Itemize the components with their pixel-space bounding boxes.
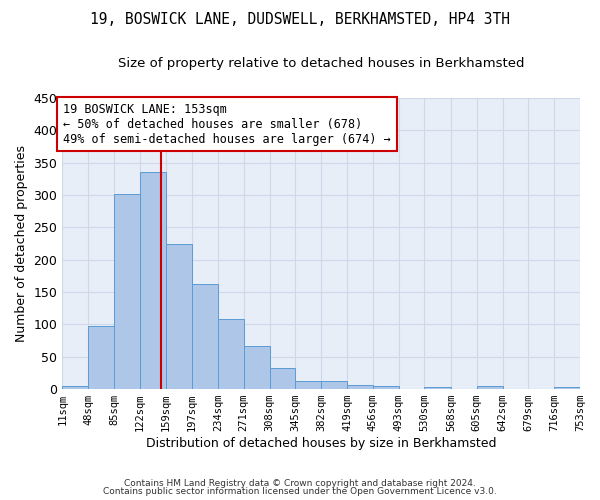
Bar [244,346,269,389]
Text: 19, BOSWICK LANE, DUDSWELL, BERKHAMSTED, HP4 3TH: 19, BOSWICK LANE, DUDSWELL, BERKHAMSTED,… [90,12,510,28]
X-axis label: Distribution of detached houses by size in Berkhamsted: Distribution of detached houses by size … [146,437,496,450]
Bar [477,386,503,389]
Bar [554,387,580,389]
Bar [62,386,88,389]
Bar [373,386,398,389]
Bar [114,194,140,389]
Bar [295,382,321,389]
Y-axis label: Number of detached properties: Number of detached properties [15,145,28,342]
Bar [192,284,218,389]
Text: 19 BOSWICK LANE: 153sqm
← 50% of detached houses are smaller (678)
49% of semi-d: 19 BOSWICK LANE: 153sqm ← 50% of detache… [63,102,391,146]
Bar [269,368,295,389]
Bar [88,326,114,389]
Title: Size of property relative to detached houses in Berkhamsted: Size of property relative to detached ho… [118,58,524,70]
Bar [166,244,192,389]
Bar [347,385,373,389]
Text: Contains public sector information licensed under the Open Government Licence v3: Contains public sector information licen… [103,487,497,496]
Bar [424,387,451,389]
Text: Contains HM Land Registry data © Crown copyright and database right 2024.: Contains HM Land Registry data © Crown c… [124,478,476,488]
Bar [140,172,166,389]
Bar [218,318,244,389]
Bar [321,382,347,389]
